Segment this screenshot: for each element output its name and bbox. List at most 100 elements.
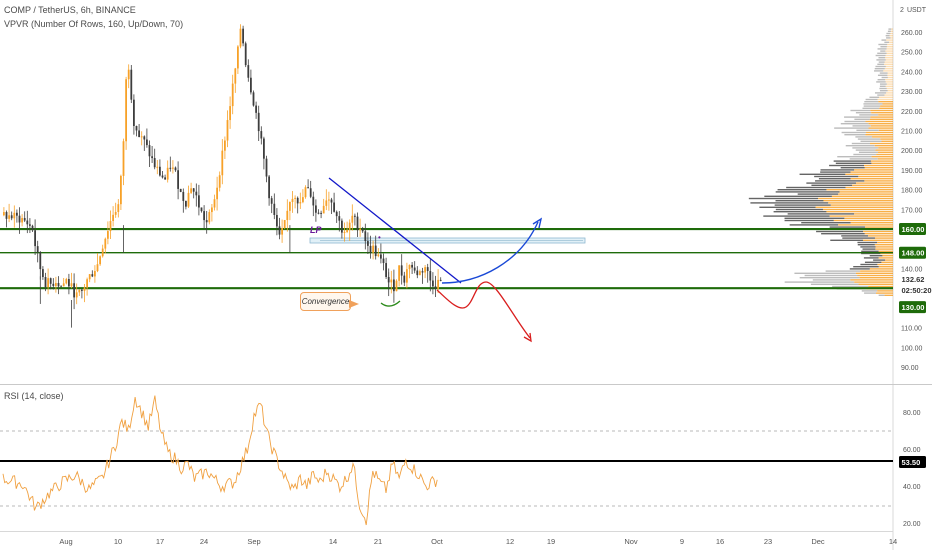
vp-bar-down xyxy=(877,63,885,65)
vp-bar-down xyxy=(820,171,851,173)
candle-body xyxy=(385,263,387,277)
last-price-tag: 132.62 xyxy=(902,275,925,284)
vp-bar-up xyxy=(864,226,893,228)
rsi-axis[interactable]: 80.00 60.00 40.00 20.00 xyxy=(903,410,921,528)
vp-bar-up xyxy=(822,208,893,211)
vp-bar-down xyxy=(858,151,879,153)
vp-bar-up xyxy=(884,63,893,65)
vp-bar-down xyxy=(787,213,855,215)
vp-bar-up xyxy=(871,112,893,114)
vp-bar-up xyxy=(878,257,893,259)
price-tick: 100.00 xyxy=(901,345,923,352)
vp-bar-up xyxy=(886,87,893,90)
candle-body xyxy=(221,150,224,176)
candle-body xyxy=(146,139,148,146)
vp-bar-down xyxy=(877,94,885,96)
vp-bar-up xyxy=(860,270,893,272)
last-price-tag-bg xyxy=(899,273,926,285)
vp-bar-down xyxy=(881,76,888,79)
candle-body xyxy=(23,218,26,221)
candle-body xyxy=(252,92,255,106)
vp-bar-up xyxy=(850,171,893,173)
vp-bar-up xyxy=(886,92,893,94)
vp-bar-up xyxy=(855,272,893,274)
vp-bar-up xyxy=(858,175,893,178)
bearish-projection-arrow[interactable] xyxy=(436,281,531,339)
candle-body xyxy=(13,212,16,219)
bullish-projection-arrow[interactable] xyxy=(441,221,539,284)
candle-body xyxy=(138,130,140,138)
candle-body xyxy=(179,188,182,192)
candlestick-series xyxy=(3,24,442,328)
vp-bar-up xyxy=(833,219,893,222)
vp-bar-down xyxy=(829,226,865,228)
rsi-indicator-label[interactable]: RSI (14, close) xyxy=(4,391,64,401)
candle-body xyxy=(125,79,127,142)
vpvr-indicator-label[interactable]: VPVR (Number Of Rows, 160, Up/Down, 70) xyxy=(4,19,184,29)
candle-body xyxy=(307,187,309,189)
price-tick: 210.00 xyxy=(901,129,923,136)
candle-body xyxy=(21,218,23,223)
lp-zone[interactable] xyxy=(309,237,586,244)
candle-body xyxy=(26,220,29,225)
candle-body xyxy=(237,46,239,69)
vp-bar-down xyxy=(861,252,881,255)
vp-bar-down xyxy=(864,292,877,294)
vp-bar-down xyxy=(849,268,870,270)
time-tick: 10 xyxy=(114,537,122,546)
candle-body xyxy=(255,105,257,113)
level-tag-148.00: 148.00 xyxy=(902,249,925,258)
time-axis[interactable]: Aug 10 17 24 Sep 14 21 Oct 12 19 Nov 9 16 23 Dec 14 xyxy=(59,537,897,546)
level-tag-160.00-bg xyxy=(899,223,926,236)
vp-bar-down xyxy=(864,101,879,103)
vp-bar-down xyxy=(886,32,891,35)
candle-body xyxy=(369,245,372,253)
vp-bar-up xyxy=(887,43,893,46)
candle-body xyxy=(299,202,302,204)
candle-body xyxy=(294,197,296,199)
vp-bar-down xyxy=(844,116,871,118)
vp-bar-down xyxy=(816,230,864,233)
vp-bar-down xyxy=(774,204,831,206)
convergence-label: Convergence xyxy=(301,297,350,306)
candle-body xyxy=(317,212,320,214)
candle-body xyxy=(109,221,112,232)
vp-bar-down xyxy=(880,46,887,48)
lp-marker: • xyxy=(378,233,381,242)
candle-body xyxy=(68,279,70,287)
convergence-callout[interactable]: Convergence xyxy=(300,292,351,311)
vp-bar-up xyxy=(877,290,893,292)
candle-body xyxy=(231,83,234,107)
time-tick: Dec xyxy=(811,537,825,546)
time-tick: 14 xyxy=(889,537,897,546)
vp-bar-up xyxy=(878,151,893,153)
candle-body xyxy=(291,198,294,203)
vp-bar-down xyxy=(877,48,887,50)
vp-bar-down xyxy=(860,246,876,248)
vp-bar-up xyxy=(868,235,893,237)
vp-bar-down xyxy=(855,136,873,138)
vp-bar-up xyxy=(875,149,893,151)
vp-bar-up xyxy=(879,96,893,98)
vp-bar-down xyxy=(814,175,859,178)
vp-bar-down xyxy=(833,160,871,162)
vp-bar-down xyxy=(860,263,878,266)
descending-trendline[interactable] xyxy=(328,177,462,284)
vp-bar-up xyxy=(858,283,893,285)
candle-body xyxy=(44,277,47,288)
support-resistance-levels[interactable] xyxy=(0,227,893,290)
vp-bar-up xyxy=(885,259,893,261)
vp-bar-down xyxy=(879,90,888,92)
candle-body xyxy=(250,77,252,93)
level-tag-130.00: 130.00 xyxy=(902,303,925,312)
vp-bar-up xyxy=(885,57,893,59)
bearish-arrowhead-icon xyxy=(523,332,532,343)
time-tick: Oct xyxy=(431,537,444,546)
vp-bar-up xyxy=(875,246,893,248)
candle-body xyxy=(52,283,55,286)
vp-bar-up xyxy=(884,68,893,70)
vp-bar-down xyxy=(863,105,881,107)
level-tag-160.00: 160.00 xyxy=(902,225,925,234)
candle-body xyxy=(244,43,247,66)
